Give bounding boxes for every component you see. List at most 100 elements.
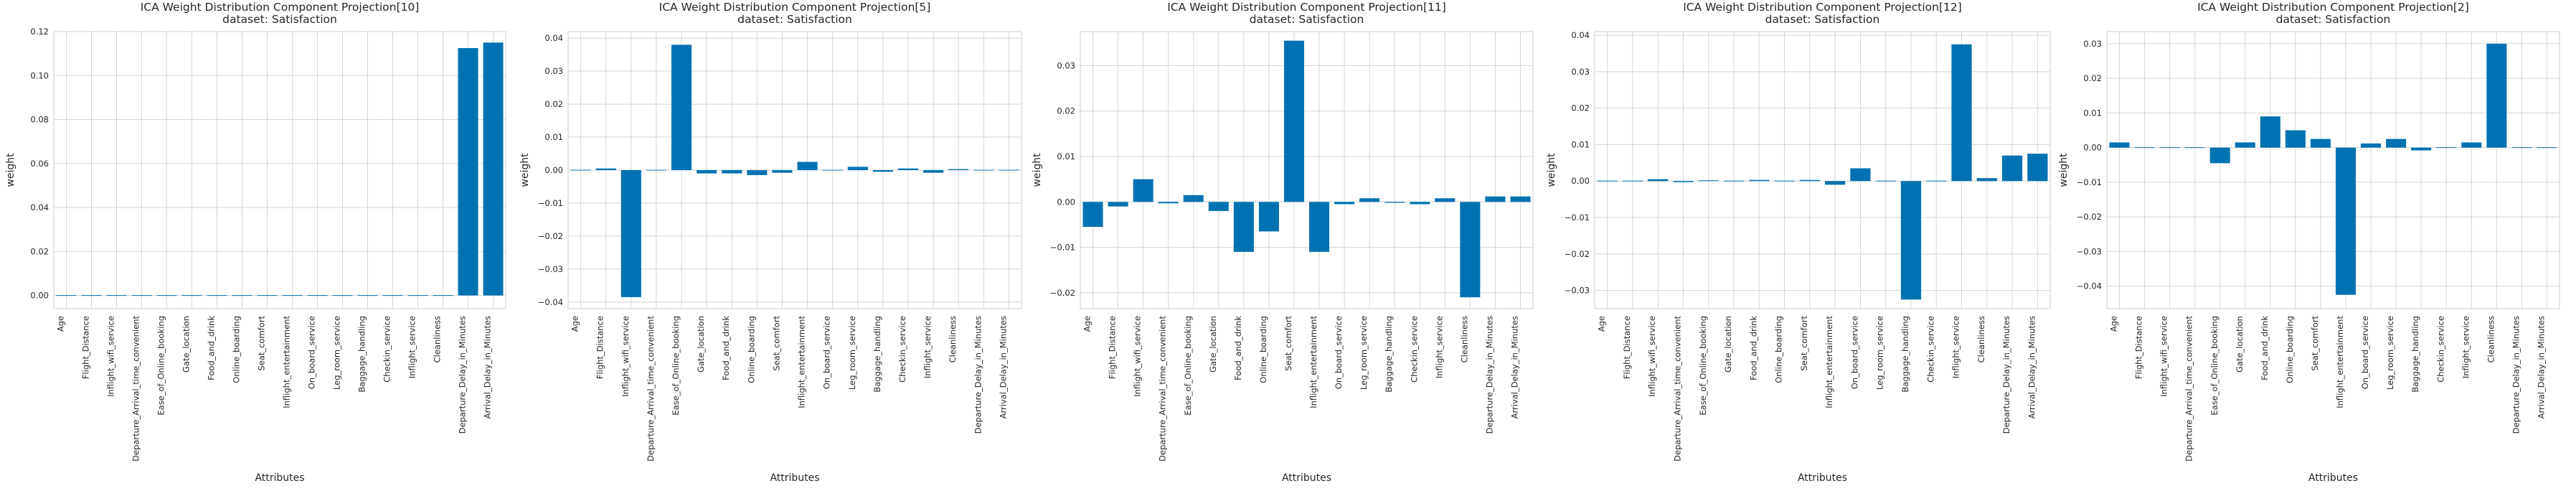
bar-age bbox=[56, 295, 77, 296]
y-tick-label: −0.01 bbox=[1565, 212, 1590, 223]
bar-age bbox=[1082, 202, 1103, 228]
y-tick-label: 0.02 bbox=[1057, 106, 1075, 116]
bar-leg-room-service bbox=[332, 295, 353, 296]
x-tick-label: Arrival_Delay_in_Minutes bbox=[483, 316, 493, 418]
chart-subtitle: dataset: Satisfaction bbox=[2276, 13, 2391, 26]
bar-cleanliness bbox=[1976, 178, 1997, 182]
chart-panel-5: −0.04 −0.03 −0.02 −0.01 0.00 0.01 0.02 0.03 Age F… bbox=[2058, 1, 2560, 484]
x-tick-label: Leg_room_service bbox=[1359, 316, 1369, 390]
bar-leg-room-service bbox=[1359, 198, 1380, 202]
bar-age bbox=[1597, 180, 1618, 182]
y-tick-label: 0.01 bbox=[1571, 139, 1590, 149]
bar-ease-of-online-booking bbox=[671, 45, 692, 170]
y-tick-label: −0.01 bbox=[538, 198, 563, 208]
chart-title: ICA Weight Distribution Component Projec… bbox=[1683, 1, 1962, 14]
bar-food-and-drink bbox=[1233, 202, 1254, 252]
y-tick-label: −0.03 bbox=[1565, 286, 1590, 296]
x-tick-label: Arrival_Delay_in_Minutes bbox=[2027, 316, 2037, 418]
bar-cleanliness bbox=[2486, 43, 2507, 148]
bar-inflight-entertainment bbox=[797, 162, 818, 170]
y-tick-label: −0.03 bbox=[2077, 246, 2102, 256]
bar-food-and-drink bbox=[207, 295, 227, 296]
bar-inflight-wifi-service bbox=[106, 295, 127, 296]
x-tick-label: Food_and_drink bbox=[207, 316, 217, 380]
x-tick-label: Gate_location bbox=[1208, 316, 1218, 373]
bar-on-board-service bbox=[1334, 202, 1355, 205]
bar-ease-of-online-booking bbox=[1183, 195, 1204, 202]
bar-seat-comfort bbox=[257, 295, 278, 296]
bar-ease-of-online-booking bbox=[156, 295, 177, 296]
bar-seat-comfort bbox=[2310, 139, 2331, 148]
bar-food-and-drink bbox=[2260, 116, 2280, 148]
bar-on-board-service bbox=[307, 295, 328, 296]
x-tick-label: Inflight_wifi_service bbox=[1647, 316, 1657, 397]
x-tick-label: Age bbox=[570, 316, 580, 332]
bar-arrival-delay-in-minutes bbox=[2027, 154, 2048, 182]
y-axis-label: weight bbox=[2058, 153, 2070, 187]
y-tick-label: 0.03 bbox=[1571, 67, 1590, 77]
bar-arrival-delay-in-minutes bbox=[483, 42, 504, 296]
bar-cleanliness bbox=[433, 295, 453, 296]
x-tick-label: Seat_comfort bbox=[1799, 316, 1809, 371]
x-tick-label: Departure_Delay_in_Minutes bbox=[973, 316, 983, 434]
bar-departure-arrival-time-convenient bbox=[131, 295, 152, 296]
x-tick-label: Gate_location bbox=[1723, 316, 1733, 373]
x-tick-label: Age bbox=[1597, 316, 1607, 332]
x-tick-label: Baggage_handling bbox=[357, 316, 367, 393]
x-tick-label: Online_boarding bbox=[1258, 316, 1268, 383]
bar-departure-delay-in-minutes bbox=[458, 47, 478, 296]
bar-inflight-service bbox=[2461, 142, 2482, 148]
x-tick-label: Departure_Delay_in_Minutes bbox=[458, 316, 468, 434]
bar-departure-arrival-time-convenient bbox=[1158, 202, 1179, 204]
x-tick-label: Baggage_handling bbox=[2410, 316, 2420, 393]
y-tick-label: −0.02 bbox=[1050, 288, 1075, 298]
bar-arrival-delay-in-minutes bbox=[999, 169, 1019, 171]
bar-online-boarding bbox=[232, 295, 253, 296]
bar-leg-room-service bbox=[1875, 180, 1896, 182]
chart-subtitle: dataset: Satisfaction bbox=[222, 13, 337, 26]
y-tick-label: −0.01 bbox=[2077, 177, 2102, 187]
x-tick-label: Seat_comfort bbox=[1283, 316, 1293, 371]
x-tick-label: Cleanliness bbox=[1976, 316, 1986, 362]
bar-inflight-service bbox=[1435, 198, 1456, 202]
chart-panel-2: −0.04 −0.03 −0.02 −0.01 0.00 0.01 0.02 0.03 0.04… bbox=[519, 1, 1022, 484]
x-tick-label: Arrival_Delay_in_Minutes bbox=[998, 316, 1008, 418]
x-tick-label: Leg_room_service bbox=[332, 316, 342, 390]
bar-checkin-service bbox=[382, 295, 403, 296]
x-tick-label: Inflight_service bbox=[1951, 316, 1961, 378]
bar-departure-delay-in-minutes bbox=[973, 169, 994, 171]
chart-panel-4: −0.03 −0.02 −0.01 0.00 0.01 0.02 0.03 0.04 Age Fl… bbox=[1546, 1, 2051, 484]
chart-title: ICA Weight Distribution Component Projec… bbox=[141, 1, 420, 14]
bar-leg-room-service bbox=[2386, 139, 2407, 148]
x-tick-label: Departure_Delay_in_Minutes bbox=[2511, 316, 2521, 434]
x-tick-label: Cleanliness bbox=[433, 316, 443, 362]
bar-gate-location bbox=[1208, 202, 1229, 211]
bar-online-boarding bbox=[747, 170, 768, 175]
x-tick-label: Food_and_drink bbox=[1233, 316, 1243, 380]
y-axis-label: weight bbox=[5, 153, 16, 187]
bar-checkin-service bbox=[1926, 180, 1947, 182]
bar-inflight-wifi-service bbox=[1133, 179, 1153, 202]
bar-checkin-service bbox=[897, 168, 919, 170]
x-tick-label: On_board_service bbox=[307, 316, 317, 389]
y-tick-label: −0.02 bbox=[2077, 212, 2102, 222]
x-tick-label: Ease_of_Online_booking bbox=[1698, 316, 1708, 416]
y-tick-label: 0.08 bbox=[30, 115, 49, 125]
x-tick-label: Gate_location bbox=[181, 316, 192, 373]
bar-checkin-service bbox=[2436, 147, 2457, 149]
bar-leg-room-service bbox=[847, 167, 868, 170]
y-tick-label: 0.00 bbox=[1571, 176, 1590, 186]
x-axis-label: Attributes bbox=[770, 472, 819, 484]
x-tick-label: Checkin_service bbox=[382, 316, 392, 383]
x-axis-label: Attributes bbox=[2308, 472, 2358, 484]
x-tick-label: Ease_of_Online_booking bbox=[156, 316, 166, 416]
chart-title: ICA Weight Distribution Component Projec… bbox=[1167, 1, 1446, 14]
x-tick-label: Seat_comfort bbox=[257, 316, 267, 371]
chart-subtitle: dataset: Satisfaction bbox=[1250, 13, 1364, 26]
bar-flight-distance bbox=[1622, 180, 1643, 182]
x-tick-label: On_board_service bbox=[822, 316, 832, 389]
bar-age bbox=[2109, 142, 2130, 148]
y-tick-label: 0.00 bbox=[1057, 197, 1075, 207]
y-tick-label: −0.02 bbox=[1565, 249, 1590, 259]
